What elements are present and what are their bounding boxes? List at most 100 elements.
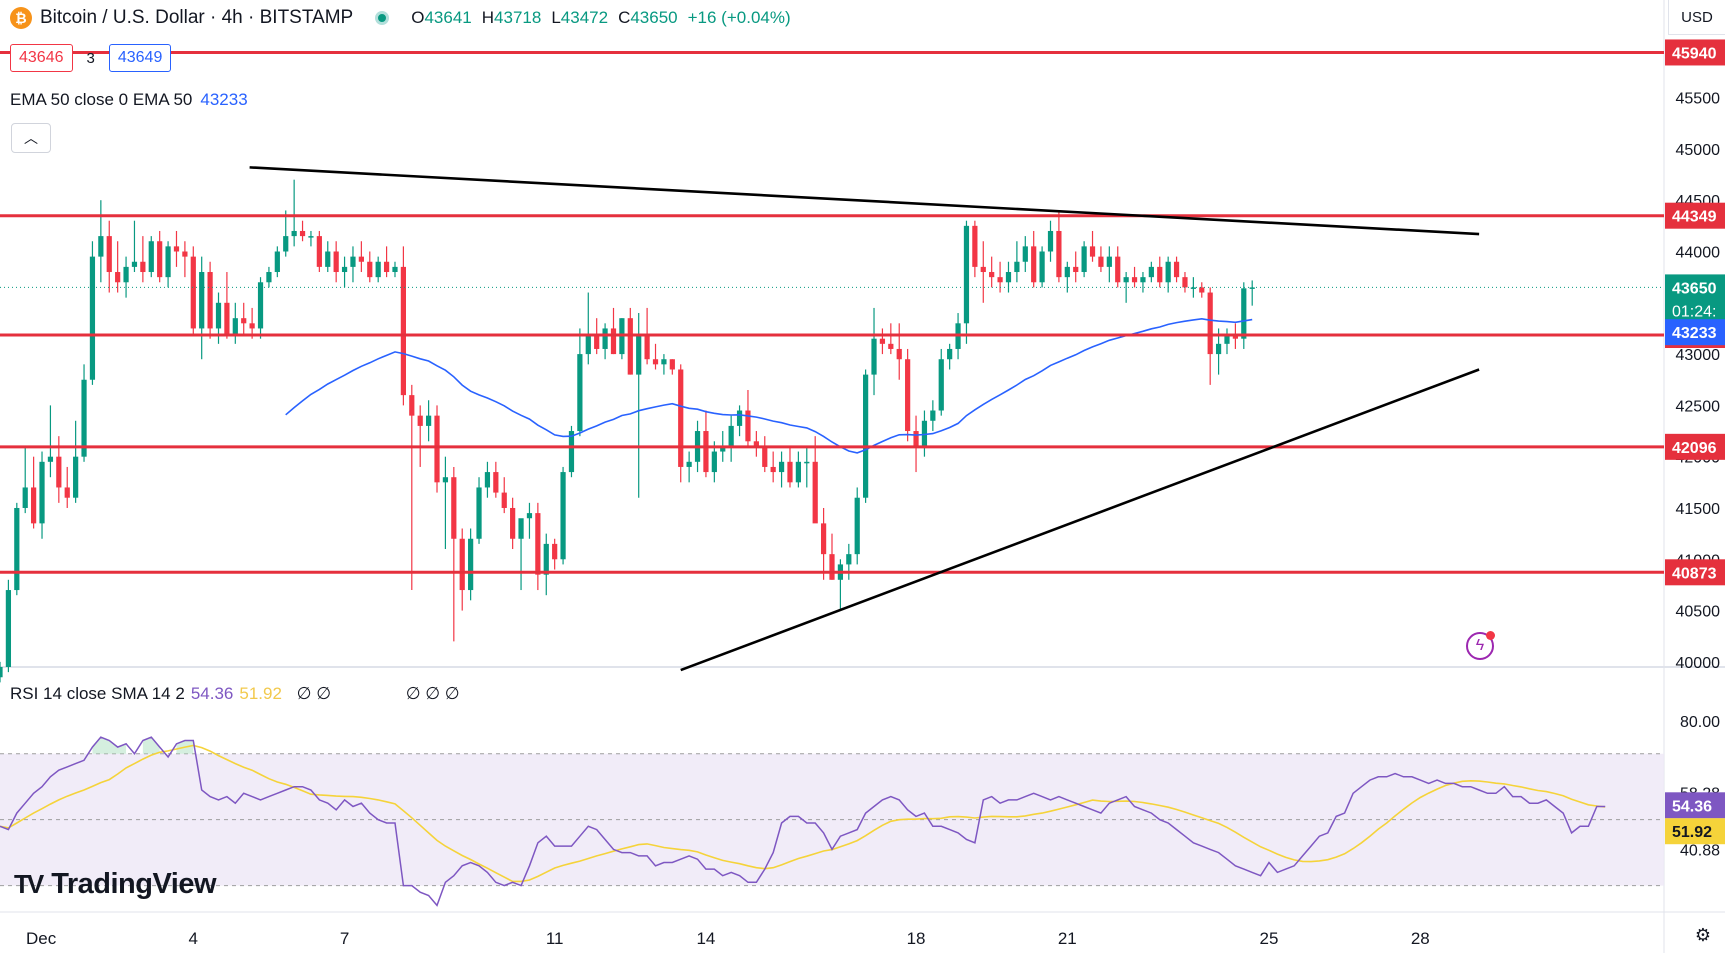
candle-body: [1056, 230, 1062, 278]
price-tick-label: 44000: [1676, 244, 1721, 261]
candle-body: [661, 359, 667, 365]
rsi-legend-value: 54.36: [190, 684, 234, 703]
ohlc-high: H43718: [481, 8, 542, 27]
candle-body: [526, 513, 533, 519]
rsi-legend[interactable]: RSI 14 close SMA 14 2 54.36 51.92 ∅ ∅ ∅ ∅ …: [10, 684, 460, 704]
gear-icon[interactable]: ⚙: [1694, 925, 1711, 945]
candle-body: [879, 338, 886, 344]
spread-value: 3: [86, 49, 95, 67]
candle-body: [552, 543, 558, 560]
candle-body: [5, 590, 12, 667]
candle-body: [745, 410, 751, 442]
level-price-label: 44349: [1672, 209, 1717, 226]
resistance-trendline: [249, 166, 1480, 236]
candle-body: [947, 348, 953, 360]
candle-body: [0, 667, 3, 678]
candle-body: [383, 261, 390, 273]
market-open-dot-icon: [375, 11, 390, 25]
candle-body: [627, 318, 633, 375]
candle-body: [938, 359, 944, 411]
collapse-legend-button[interactable]: ︿: [11, 123, 51, 153]
candle-body: [325, 251, 331, 267]
rsi-legend-extra2: ∅ ∅ ∅: [405, 684, 460, 703]
candle-body: [703, 431, 709, 473]
time-tick-label: 25: [1260, 929, 1279, 948]
ohlc-change: +16 (+0.04%): [687, 8, 791, 27]
ohlc-low: L43472: [551, 8, 609, 27]
candle-body: [644, 333, 650, 360]
candle-body: [1098, 256, 1104, 267]
candle-body: [1022, 246, 1028, 262]
candle-body: [173, 246, 180, 252]
candle-body: [1131, 277, 1138, 283]
symbol-header[interactable]: ₿ Bitcoin / U.S. Dollar · 4h · BITSTAMP …: [10, 5, 801, 31]
candle-body: [1073, 266, 1079, 273]
candle-body: [333, 251, 339, 273]
candle-body: [829, 554, 835, 580]
candle-body: [905, 359, 911, 432]
candle-body: [560, 472, 566, 560]
trade-box: 43646 3 43649: [10, 43, 172, 73]
candle-body: [442, 477, 449, 483]
candle-body: [157, 241, 163, 278]
currency-selector[interactable]: USD: [1668, 0, 1725, 35]
candle-body: [711, 451, 717, 473]
candle-body: [476, 487, 482, 539]
symbol-title[interactable]: Bitcoin / U.S. Dollar · 4h · BITSTAMP: [40, 7, 354, 28]
assistant-button[interactable]: ϟ: [1466, 631, 1495, 660]
candle-body: [409, 395, 415, 416]
candle-body: [98, 236, 104, 257]
candle-body: [291, 230, 297, 237]
level-price-label: 42096: [1672, 440, 1717, 457]
tradingview-logo-text: TradingView: [51, 868, 217, 900]
bar-countdown-label: 01:24:: [1672, 303, 1716, 320]
candle-body: [274, 251, 280, 273]
time-tick-label: Dec: [26, 929, 57, 948]
chevron-up-icon: ︿: [24, 130, 38, 146]
candle-body: [501, 492, 507, 508]
ema-50-line: [285, 317, 1253, 454]
candle-body: [115, 272, 121, 283]
rsi-overbought-fill: [142, 737, 160, 754]
tradingview-logo[interactable]: TV TradingView: [14, 868, 217, 901]
time-tick-label: 4: [189, 929, 198, 948]
candle-body: [980, 266, 986, 273]
candle-body: [207, 272, 213, 329]
candle-body: [123, 266, 129, 283]
candle-body: [1005, 272, 1012, 283]
candle-body: [820, 523, 827, 555]
candle-body: [106, 236, 112, 273]
ema-legend[interactable]: EMA 50 close 0 EMA 50 43233: [10, 90, 248, 110]
price-tick-label: 40000: [1676, 655, 1721, 672]
candle-body: [400, 266, 406, 396]
rsi-overbought-fill: [92, 737, 127, 754]
last-price-label: 43650: [1672, 280, 1717, 297]
candle-body: [518, 518, 524, 539]
candle-body: [468, 538, 474, 591]
candle-body: [1089, 246, 1096, 257]
buy-button[interactable]: 43649: [108, 44, 172, 72]
level-price-label-bg: [1665, 39, 1725, 66]
candle-body: [854, 497, 860, 555]
candle-body: [89, 256, 96, 380]
candle-body: [568, 431, 575, 473]
candle-body: [426, 415, 432, 426]
ohlc-open: O43641: [411, 8, 472, 27]
candle-body: [1140, 277, 1146, 283]
rsi-sma-line: [0, 744, 1606, 883]
candle-body: [1014, 261, 1020, 273]
candle-body: [1157, 266, 1163, 283]
candle-body: [888, 343, 894, 349]
time-tick-label: 7: [340, 929, 349, 948]
notification-dot: [1486, 631, 1495, 640]
candle-body: [610, 328, 617, 355]
candle-body: [358, 256, 364, 262]
sell-button[interactable]: 43646: [10, 44, 73, 72]
candle-body: [190, 256, 196, 329]
rsi-sma-value-label: 51.92: [1672, 824, 1712, 841]
candle-body: [778, 461, 785, 473]
candle-body: [1106, 256, 1112, 267]
candle-body: [1199, 287, 1205, 293]
